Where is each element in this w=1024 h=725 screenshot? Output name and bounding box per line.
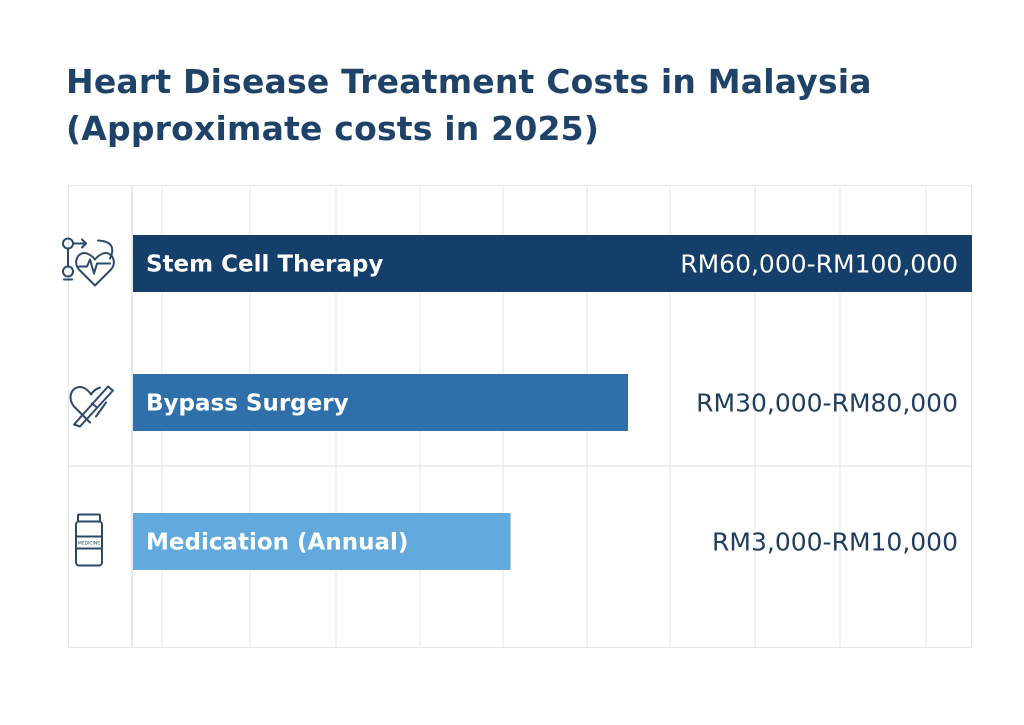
value-label: RM30,000-RM80,000 <box>696 389 958 418</box>
value-label: RM60,000-RM100,000 <box>680 250 958 279</box>
bar-label: Stem Cell Therapy <box>146 252 383 278</box>
medicine-bottle-icon: MEDICINE <box>75 513 103 567</box>
title-line-2: (Approximate costs in 2025) <box>66 109 600 148</box>
bar-stem-cell-therapy <box>133 235 972 292</box>
value-label: RM3,000-RM10,000 <box>712 528 958 557</box>
heart-bypass-icon <box>69 385 114 428</box>
bar-label: Medication (Annual) <box>146 530 408 556</box>
title-line-1: Heart Disease Treatment Costs in Malaysi… <box>66 62 872 101</box>
bar-medication-annual <box>133 513 511 570</box>
stem-cell-heart-icon <box>62 237 115 287</box>
bar-bypass-surgery <box>133 374 629 431</box>
medicine-label: MEDICINE <box>78 541 100 547</box>
plot-area <box>68 185 972 648</box>
bar-label: Bypass Surgery <box>146 391 349 417</box>
chart-title: Heart Disease Treatment Costs in Malaysi… <box>66 58 872 152</box>
